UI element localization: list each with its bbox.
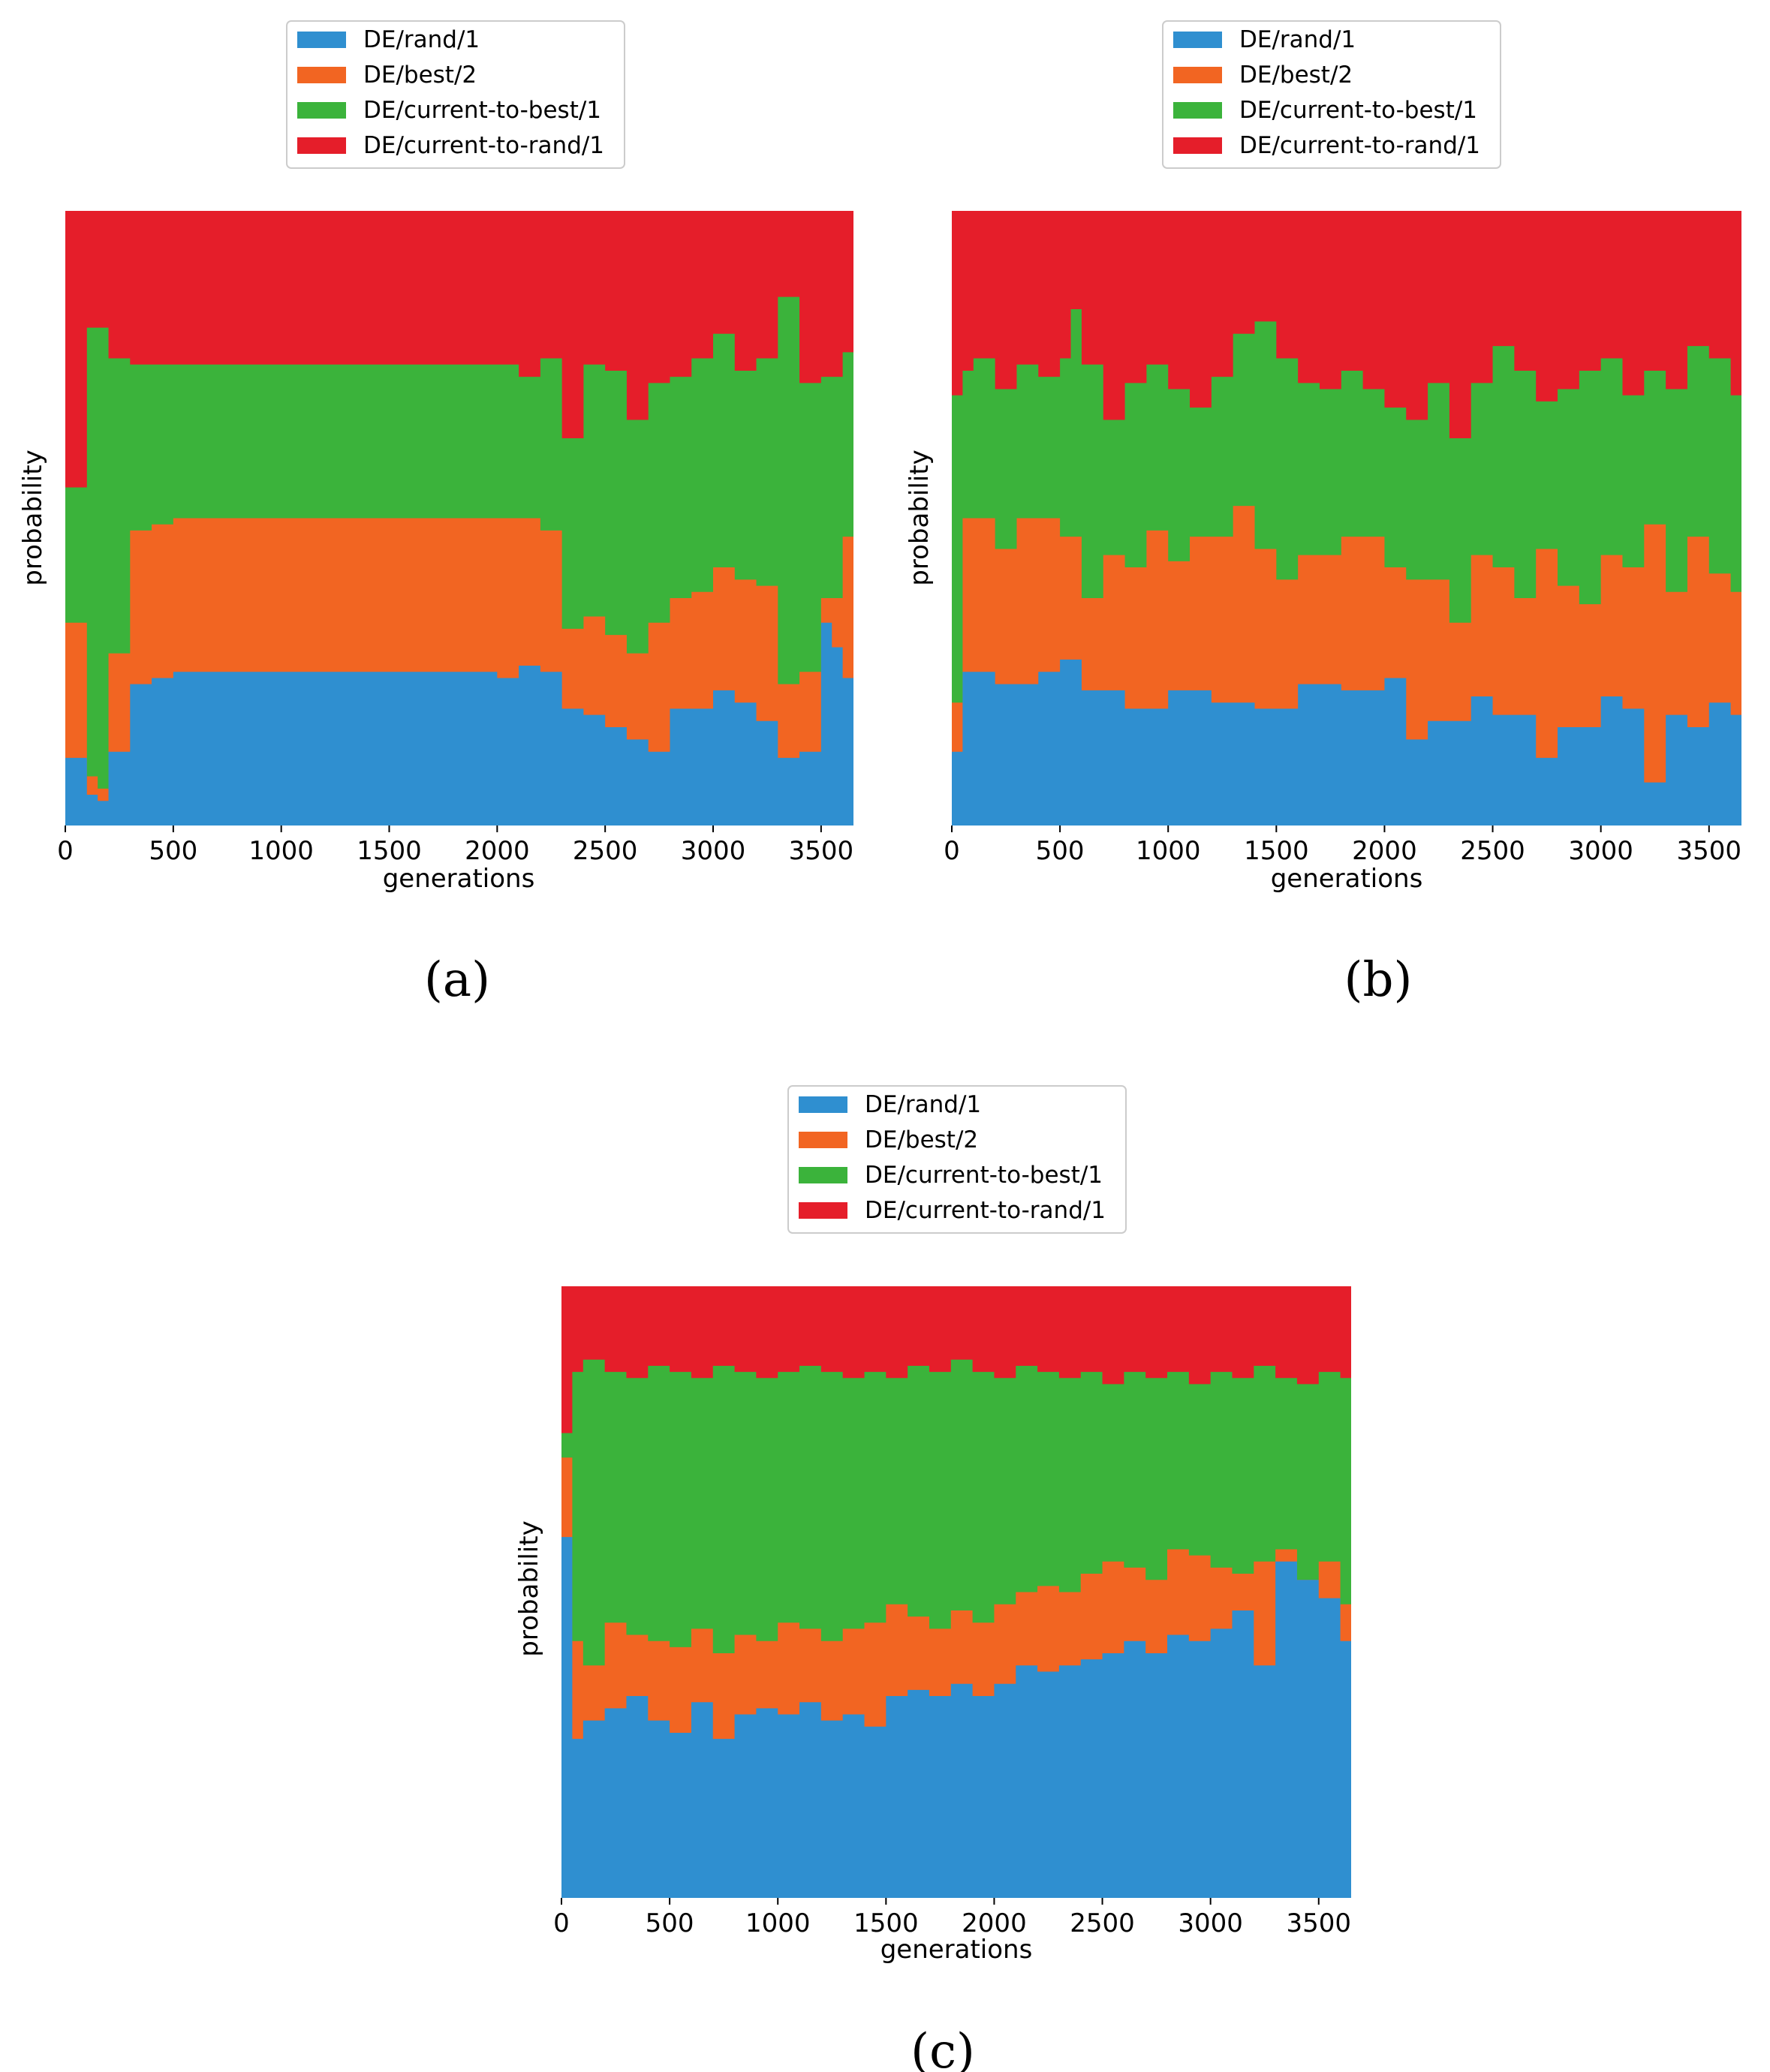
x-tick-label: 1000 [248, 836, 314, 866]
legend-box [787, 1085, 1127, 1234]
legend-label: DE/best/2 [865, 1126, 978, 1153]
y-axis-label: probability [18, 450, 48, 585]
legend-swatch-best [799, 1132, 847, 1148]
legend-swatch-ctr [1173, 137, 1222, 154]
x-tick-label: 3500 [1287, 1908, 1352, 1938]
legend-swatch-best [1173, 67, 1222, 83]
panel-label: (a) [424, 952, 490, 1008]
x-axis: 0 500 1000 1500 2000 2500 3000 3500 [553, 1898, 1351, 1938]
legend: DE/rand/1 DE/best/2 DE/current-to-best/1… [286, 20, 625, 169]
legend-box [286, 20, 625, 169]
x-tick-label: 2000 [465, 836, 530, 866]
legend-label: DE/current-to-best/1 [865, 1162, 1103, 1189]
x-tick-label: 500 [1036, 836, 1085, 866]
legend: DE/rand/1 DE/best/2 DE/current-to-best/1… [1162, 20, 1501, 169]
panel-a: DE/rand/1 DE/best/2 DE/current-to-best/1… [18, 20, 853, 1008]
x-tick-label: 1500 [357, 836, 422, 866]
legend-label: DE/current-to-rand/1 [1239, 132, 1480, 159]
panel-b: DE/rand/1 DE/best/2 DE/current-to-best/1… [905, 20, 1741, 1008]
series-rand [561, 1537, 1351, 1898]
legend-label: DE/current-to-rand/1 [363, 132, 604, 159]
panel-c: DE/rand/1 DE/best/2 DE/current-to-best/1… [514, 1085, 1351, 2072]
plot-area [65, 211, 853, 825]
legend-swatch-ctb [799, 1167, 847, 1183]
x-axis: 0 500 1000 1500 2000 2500 3000 3500 [944, 825, 1741, 866]
x-tick-label: 0 [553, 1908, 570, 1938]
x-axis-label: generations [1271, 864, 1423, 894]
legend-label: DE/current-to-best/1 [363, 97, 601, 124]
x-tick-label: 500 [149, 836, 197, 866]
legend-box [1162, 20, 1501, 169]
y-axis-label: probability [514, 1520, 544, 1656]
plot-area [561, 1286, 1351, 1898]
x-tick-label: 500 [646, 1908, 694, 1938]
x-axis-label: generations [383, 864, 535, 894]
x-tick-label: 3000 [1178, 1908, 1243, 1938]
legend-label: DE/rand/1 [865, 1091, 981, 1118]
y-axis-label: probability [905, 450, 935, 585]
legend-label: DE/rand/1 [1239, 26, 1356, 53]
x-axis-label: generations [880, 1935, 1033, 1965]
legend-swatch-rand [799, 1096, 847, 1113]
x-tick-label: 0 [57, 836, 74, 866]
legend-swatch-rand [297, 32, 346, 48]
legend-label: DE/rand/1 [363, 26, 480, 53]
legend: DE/rand/1 DE/best/2 DE/current-to-best/1… [787, 1085, 1127, 1234]
legend-swatch-best [297, 67, 346, 83]
series-rand [65, 622, 853, 825]
legend-label: DE/current-to-best/1 [1239, 97, 1477, 124]
x-tick-label: 1500 [1244, 836, 1309, 866]
legend-label: DE/best/2 [363, 62, 477, 89]
x-tick-label: 2000 [962, 1908, 1027, 1938]
legend-swatch-ctb [1173, 102, 1222, 119]
x-tick-label: 3500 [789, 836, 854, 866]
x-tick-label: 2000 [1352, 836, 1417, 866]
x-axis: 0 500 1000 1500 2000 2500 3000 3500 [57, 825, 853, 866]
x-tick-label: 2500 [1460, 836, 1525, 866]
legend-swatch-ctr [799, 1202, 847, 1219]
x-tick-label: 3500 [1677, 836, 1742, 866]
x-tick-label: 3000 [681, 836, 746, 866]
legend-label: DE/current-to-rand/1 [865, 1197, 1106, 1224]
panel-label: (b) [1344, 952, 1413, 1008]
x-tick-label: 3000 [1568, 836, 1633, 866]
x-tick-label: 1000 [745, 1908, 811, 1938]
x-tick-label: 0 [944, 836, 960, 866]
x-tick-label: 2500 [573, 836, 638, 866]
legend-swatch-rand [1173, 32, 1222, 48]
legend-swatch-ctr [297, 137, 346, 154]
x-tick-label: 1000 [1136, 836, 1201, 866]
panel-label: (c) [911, 2024, 975, 2072]
plot-area [952, 211, 1741, 825]
x-tick-label: 2500 [1070, 1908, 1135, 1938]
legend-label: DE/best/2 [1239, 62, 1353, 89]
x-tick-label: 1500 [853, 1908, 919, 1938]
series-rand [952, 659, 1741, 825]
legend-swatch-ctb [297, 102, 346, 119]
